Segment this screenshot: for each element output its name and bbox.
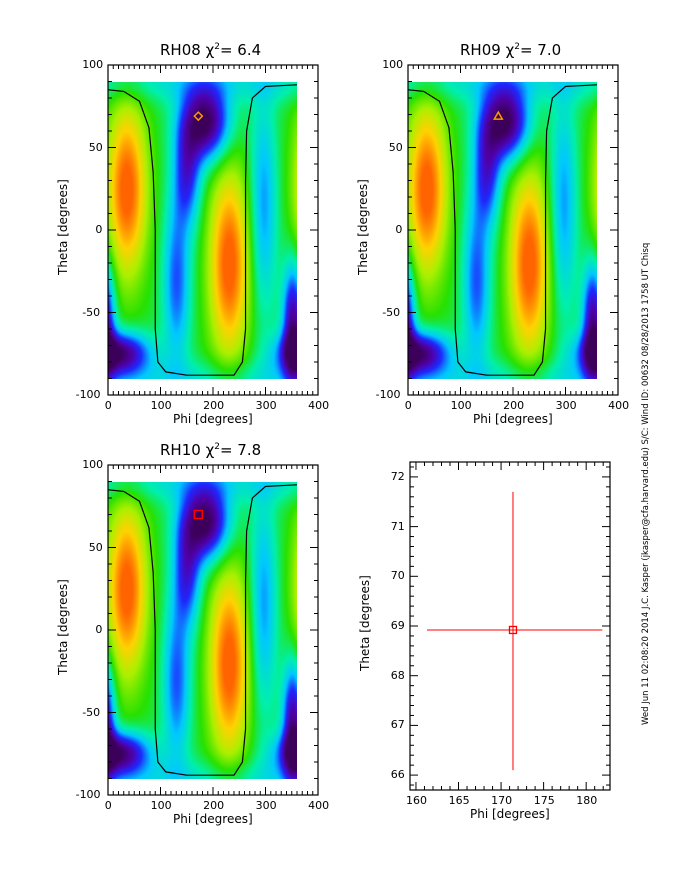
title-title-name: RH08 bbox=[160, 41, 206, 59]
y-tick-label: -100 bbox=[375, 388, 401, 401]
y-tick-label: 0 bbox=[95, 223, 103, 236]
plot-title: RH09 χ2= 7.0 bbox=[460, 41, 561, 59]
x-tick-label: 160 bbox=[406, 794, 428, 807]
best-fit-marker bbox=[193, 111, 204, 122]
x-tick-label: 300 bbox=[255, 399, 277, 412]
x-tick-label: 0 bbox=[404, 399, 412, 412]
x-axis-label: Phi [degrees] bbox=[473, 412, 553, 426]
y-tick-label: 100 bbox=[82, 58, 104, 71]
y-tick-label: 50 bbox=[88, 140, 103, 154]
y-tick-label: -50 bbox=[82, 305, 101, 319]
contour-line bbox=[107, 484, 298, 776]
x-tick-label: 100 bbox=[150, 799, 172, 812]
y-tick-label: 100 bbox=[82, 458, 104, 471]
title-chi-sup: 2 bbox=[514, 42, 520, 52]
footer-info-label: Wed Jun 11 02:08:20 2014 J.C. Kasper (jk… bbox=[641, 242, 651, 725]
x-tick-label: 300 bbox=[555, 399, 577, 412]
y-tick-label: 66 bbox=[390, 768, 405, 782]
y-tick-label: 50 bbox=[388, 140, 403, 154]
title-chi-sup: 2 bbox=[214, 442, 220, 452]
x-tick-label: 0 bbox=[104, 399, 112, 412]
y-tick-label: -50 bbox=[382, 305, 401, 319]
x-tick-label: 180 bbox=[576, 794, 598, 807]
y-tick-label: 0 bbox=[95, 623, 103, 636]
x-tick-label: 100 bbox=[450, 399, 472, 412]
y-tick-label: -100 bbox=[75, 388, 101, 401]
title-chi-value: = 6.4 bbox=[219, 41, 262, 59]
y-tick-label: 67 bbox=[390, 718, 405, 732]
y-tick-label: 100 bbox=[382, 58, 404, 71]
y-tick-label: 50 bbox=[88, 540, 103, 554]
heatmap-3 bbox=[108, 481, 297, 779]
heatmap-2 bbox=[408, 81, 597, 379]
title-chi-value: = 7.0 bbox=[519, 41, 562, 59]
plot-title: RH08 χ2= 6.4 bbox=[160, 41, 261, 59]
x-tick-label: 200 bbox=[203, 799, 225, 812]
best-fit-marker bbox=[493, 110, 504, 120]
y-tick-label: 70 bbox=[390, 569, 405, 583]
title-chi-label: χ bbox=[505, 41, 515, 59]
title-title-name: RH09 bbox=[460, 41, 506, 59]
data-point bbox=[508, 625, 518, 635]
title-chi-label: χ bbox=[205, 441, 215, 459]
title-chi-sup: 2 bbox=[214, 42, 220, 52]
x-tick-label: 170 bbox=[491, 794, 513, 807]
y-tick-label: -50 bbox=[82, 705, 101, 719]
y-tick-label: -100 bbox=[75, 788, 101, 801]
best-fit-marker bbox=[193, 509, 204, 520]
x-axis-label: Phi [degrees] bbox=[173, 412, 253, 426]
x-tick-label: 165 bbox=[448, 794, 470, 807]
contour-line bbox=[107, 84, 298, 376]
x-axis-label: Phi [degrees] bbox=[470, 807, 550, 821]
x-tick-label: 0 bbox=[104, 799, 112, 812]
x-tick-label: 200 bbox=[203, 399, 225, 412]
title-chi-label: χ bbox=[205, 41, 215, 59]
title-chi-value: = 7.8 bbox=[219, 441, 262, 459]
y-tick-label: 68 bbox=[390, 668, 405, 682]
y-tick-label: 0 bbox=[395, 223, 403, 236]
x-axis-label: Phi [degrees] bbox=[173, 812, 253, 826]
x-tick-label: 400 bbox=[608, 399, 630, 412]
x-tick-label: 400 bbox=[308, 799, 330, 812]
x-tick-label: 400 bbox=[308, 399, 330, 412]
heatmap-1 bbox=[108, 81, 297, 379]
x-tick-label: 200 bbox=[503, 399, 525, 412]
title-title-name: RH10 bbox=[160, 441, 206, 459]
contour-line bbox=[407, 84, 598, 376]
plot-title: RH10 χ2= 7.8 bbox=[160, 441, 261, 459]
x-tick-label: 300 bbox=[255, 799, 277, 812]
y-tick-label: 69 bbox=[390, 619, 405, 632]
y-tick-label: 72 bbox=[390, 469, 405, 483]
y-axis-label: Theta [degrees] bbox=[358, 575, 372, 671]
y-tick-label: 71 bbox=[390, 519, 405, 533]
x-tick-label: 175 bbox=[533, 794, 555, 807]
x-tick-label: 100 bbox=[150, 399, 172, 412]
